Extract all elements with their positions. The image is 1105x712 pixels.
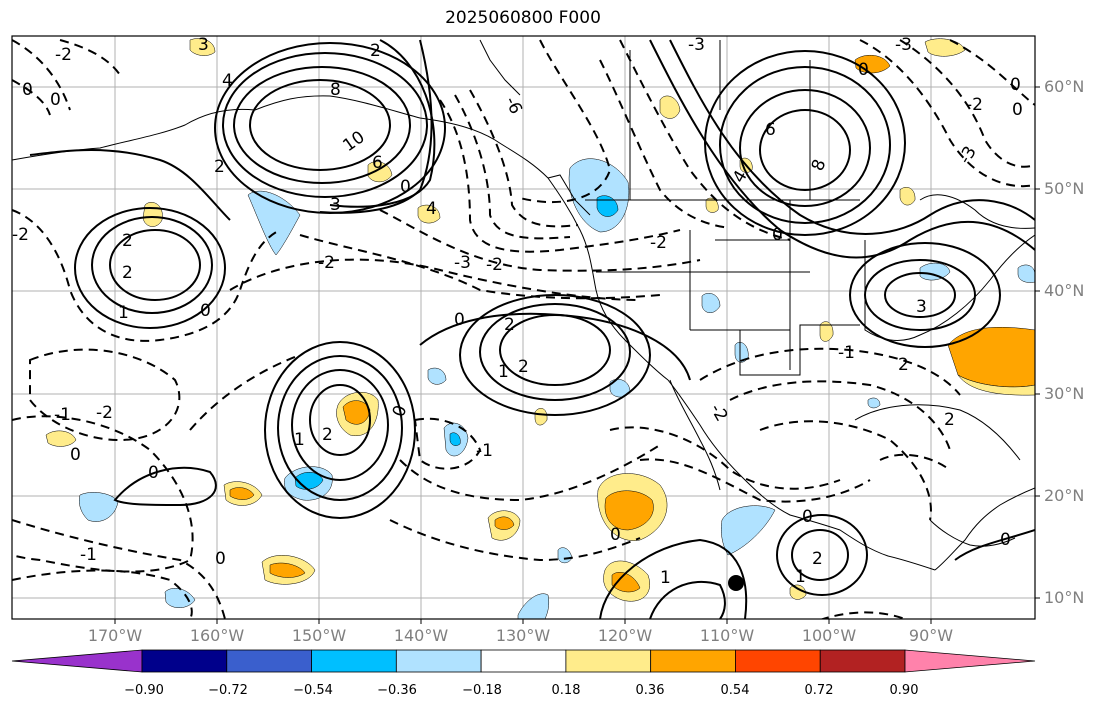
contour-label: -2 — [96, 403, 113, 423]
contour-label: 1 — [660, 568, 671, 588]
colorbar-tick: 0.90 — [889, 683, 919, 698]
contour-label: 0 — [22, 80, 33, 100]
contour-label: 0 — [454, 310, 465, 330]
lon-label: 110°W — [699, 626, 755, 645]
contour-label: 0 — [200, 301, 211, 321]
contour-label: 4 — [222, 71, 233, 91]
contour-label: -3 — [454, 253, 471, 273]
contour-label: -2 — [55, 45, 72, 65]
solid-contours — [29, 39, 1035, 619]
contour-label: 3 — [330, 195, 341, 215]
contour-label: 2 — [122, 231, 133, 251]
contour-label: -6 — [500, 94, 525, 118]
contour-label: 2 — [812, 549, 823, 569]
colorbar-tick: −0.36 — [377, 683, 417, 698]
contour-label: 0 — [802, 507, 813, 527]
lon-label: 170°W — [87, 626, 143, 645]
contour-label: -1 — [54, 405, 71, 425]
gridlines — [12, 36, 1035, 619]
contour-labels: 8 10 6 3 0 4 2 2 2 1 0 -2 -3 -2 0 2 2 1 … — [12, 35, 1023, 588]
contour-label: 0 — [610, 525, 621, 545]
lon-label: 100°W — [801, 626, 857, 645]
lat-label: 60°N — [1044, 77, 1085, 96]
colorbar-tick: 0.18 — [551, 683, 581, 698]
contour-label: 4 — [426, 199, 437, 219]
contour-label: 8 — [330, 80, 341, 100]
contour-label: -2 — [486, 255, 503, 275]
contour-label: 2 — [504, 315, 515, 335]
lat-label: 30°N — [1044, 384, 1085, 403]
lon-label: 120°W — [597, 626, 653, 645]
colorbar-tick: 0.36 — [635, 683, 665, 698]
contour-label: 1 — [795, 567, 806, 587]
contour-label: 3 — [198, 35, 209, 55]
contour-label: 2 — [322, 425, 333, 445]
lon-label: 140°W — [393, 626, 449, 645]
lon-label: 160°W — [189, 626, 245, 645]
contour-label: 2 — [122, 263, 133, 283]
contour-label: -2 — [12, 225, 29, 245]
shading-patches — [45, 38, 1035, 619]
contour-label: 0 — [1000, 530, 1011, 550]
contour-label: -1 — [838, 343, 855, 363]
contour-label: 0 — [70, 445, 81, 465]
contour-label: 1 — [118, 303, 129, 323]
contour-label: 2 — [214, 157, 225, 177]
contour-label: 0 — [148, 463, 159, 483]
lon-label: 150°W — [291, 626, 347, 645]
dashed-contours — [12, 39, 1035, 619]
colorbar-tick: 0.54 — [720, 683, 750, 698]
contour-label: 3 — [916, 297, 927, 317]
contour-label: 2 — [370, 41, 381, 61]
contour-label: 0 — [858, 60, 869, 80]
contour-label: 0 — [1010, 75, 1021, 95]
contour-label: -2 — [650, 233, 667, 253]
contour-label: 0 — [400, 177, 411, 197]
lat-label: 50°N — [1044, 179, 1085, 198]
contour-label: -2 — [966, 95, 983, 115]
lat-label: 40°N — [1044, 281, 1085, 300]
lat-label: 10°N — [1044, 588, 1085, 607]
map-title: 2025060800 F000 — [445, 8, 601, 28]
contour-label: -3 — [688, 35, 705, 55]
colorbar-tick: −0.18 — [462, 683, 502, 698]
contour-label: 0 — [1012, 100, 1023, 120]
contour-label: -3 — [895, 35, 912, 55]
contour-label: -1 — [476, 441, 493, 461]
colorbar-tick: −0.72 — [208, 683, 248, 698]
colorbar-tick: 0.72 — [804, 683, 834, 698]
contour-label: 0 — [215, 549, 226, 569]
location-marker — [728, 575, 744, 591]
contour-label: 6 — [372, 153, 383, 173]
contour-label: 0 — [772, 225, 783, 245]
lon-label: 130°W — [495, 626, 551, 645]
contour-label: 1 — [294, 430, 305, 450]
contour-label: 0 — [50, 90, 61, 110]
colorbar-tick: −0.90 — [124, 683, 164, 698]
contour-label: -1 — [80, 545, 97, 565]
contour-label: 2 — [898, 355, 909, 375]
contour-label: 1 — [498, 362, 509, 382]
lat-label: 20°N — [1044, 486, 1085, 505]
lon-label: 90°W — [908, 626, 954, 645]
contour-label: 6 — [765, 120, 776, 140]
contour-label: 2 — [944, 410, 955, 430]
contour-label: 2 — [518, 357, 529, 377]
colorbar-tick: −0.54 — [293, 683, 333, 698]
contour-label: -2 — [318, 253, 335, 273]
